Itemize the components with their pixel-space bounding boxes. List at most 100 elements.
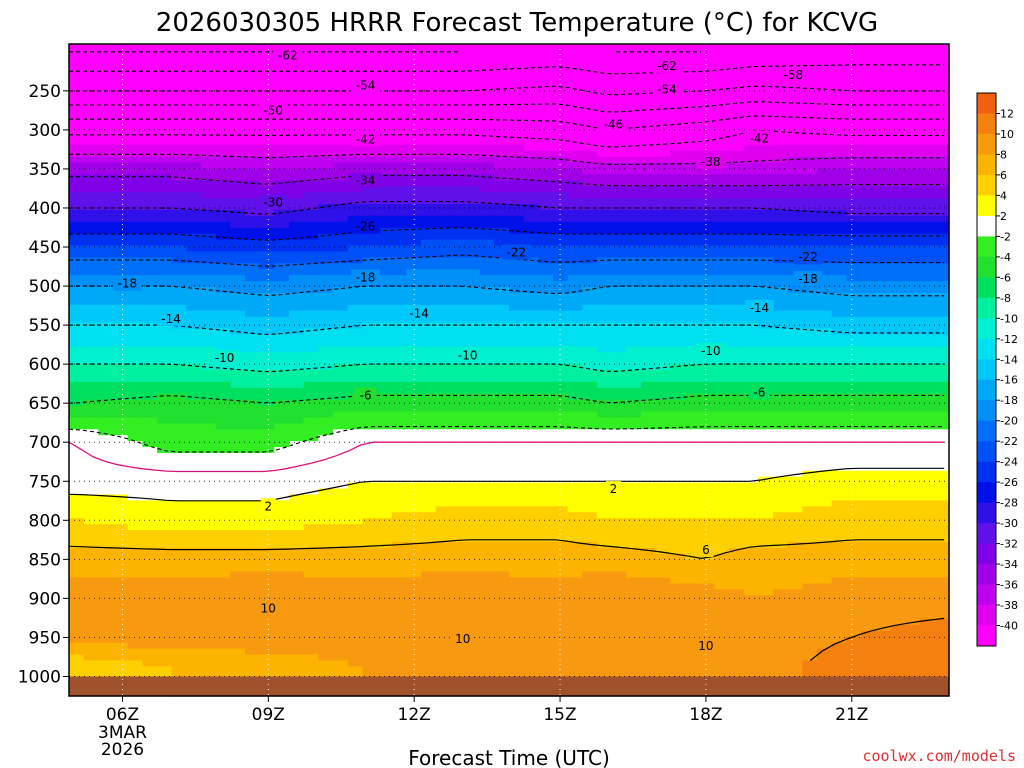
field-cell — [406, 180, 422, 187]
field-cell — [523, 215, 539, 223]
field-cell — [567, 275, 583, 282]
field-cell — [787, 482, 803, 490]
field-cell — [875, 500, 891, 507]
field-cell — [230, 535, 246, 543]
field-cell — [186, 162, 202, 170]
field-cell — [362, 49, 378, 57]
field-cell — [362, 488, 378, 496]
field-cell — [127, 198, 143, 205]
field-cell — [333, 287, 349, 294]
field-cell — [641, 168, 657, 175]
field-cell — [714, 269, 730, 276]
field-cell — [333, 221, 349, 229]
field-cell — [875, 292, 891, 300]
field-cell — [509, 447, 525, 454]
field-cell — [509, 126, 525, 134]
field-cell — [509, 458, 525, 466]
field-cell — [69, 310, 85, 318]
field-cell — [655, 405, 671, 413]
field-cell — [186, 115, 202, 122]
field-cell — [406, 49, 422, 57]
field-cell — [186, 198, 202, 205]
field-cell — [391, 452, 407, 460]
field-cell — [318, 132, 334, 140]
field-cell — [259, 257, 275, 264]
field-cell — [142, 269, 158, 276]
field-cell — [245, 227, 261, 235]
field-cell — [465, 375, 481, 383]
field-cell — [523, 275, 539, 282]
field-cell — [670, 269, 686, 276]
field-cell — [318, 429, 334, 436]
field-cell — [685, 55, 701, 63]
field-cell — [333, 470, 349, 478]
field-cell — [905, 73, 921, 81]
field-cell — [113, 535, 129, 543]
field-cell — [919, 352, 935, 359]
field-cell — [479, 198, 495, 205]
field-cell — [318, 441, 334, 448]
field-cell — [582, 221, 598, 229]
field-cell — [333, 132, 349, 140]
field-cell — [773, 287, 789, 294]
field-cell — [597, 49, 613, 57]
field-cell — [318, 530, 334, 537]
field-cell — [69, 375, 85, 383]
field-cell — [743, 476, 759, 484]
field-cell — [787, 387, 803, 395]
field-cell — [729, 375, 745, 383]
field-cell — [817, 298, 833, 306]
field-cell — [377, 132, 393, 140]
field-cell — [259, 488, 275, 496]
field-cell — [743, 441, 759, 448]
field-cell — [831, 239, 847, 247]
field-cell — [245, 429, 261, 436]
field-cell — [391, 132, 407, 140]
field-cell — [553, 91, 569, 98]
field-cell — [875, 488, 891, 496]
field-cell — [69, 61, 85, 69]
field-cell — [230, 245, 246, 253]
field-cell — [83, 393, 99, 401]
field-cell — [802, 358, 818, 365]
field-cell — [318, 447, 334, 454]
field-cell — [465, 328, 481, 336]
field-cell — [391, 287, 407, 294]
field-cell — [773, 126, 789, 134]
field-cell — [670, 370, 686, 377]
field-cell — [538, 245, 554, 253]
field-cell — [479, 49, 495, 57]
field-cell — [890, 328, 906, 336]
field-cell — [142, 310, 158, 318]
field-cell — [641, 79, 657, 87]
field-cell — [861, 156, 877, 164]
field-cell — [509, 322, 525, 330]
field-cell — [670, 364, 686, 371]
field-cell — [875, 138, 891, 146]
field-cell — [157, 405, 173, 413]
field-cell — [846, 381, 862, 389]
field-cell — [670, 298, 686, 306]
field-cell — [729, 55, 745, 63]
field-cell — [479, 518, 495, 525]
field-cell — [934, 115, 950, 122]
field-cell — [802, 470, 818, 478]
field-cell — [611, 287, 627, 294]
field-cell — [787, 61, 803, 69]
field-cell — [142, 198, 158, 205]
field-cell — [685, 79, 701, 87]
field-cell — [303, 518, 319, 525]
field-cell — [157, 482, 173, 490]
field-cell — [773, 476, 789, 484]
field-cell — [567, 458, 583, 466]
field-cell — [377, 85, 393, 93]
field-cell — [171, 192, 187, 199]
field-cell — [494, 423, 510, 430]
field-cell — [171, 180, 187, 187]
field-cell — [113, 328, 129, 336]
field-cell — [479, 55, 495, 63]
field-cell — [347, 198, 363, 205]
field-cell — [758, 500, 774, 507]
field-cell — [98, 180, 114, 187]
field-cell — [597, 304, 613, 312]
